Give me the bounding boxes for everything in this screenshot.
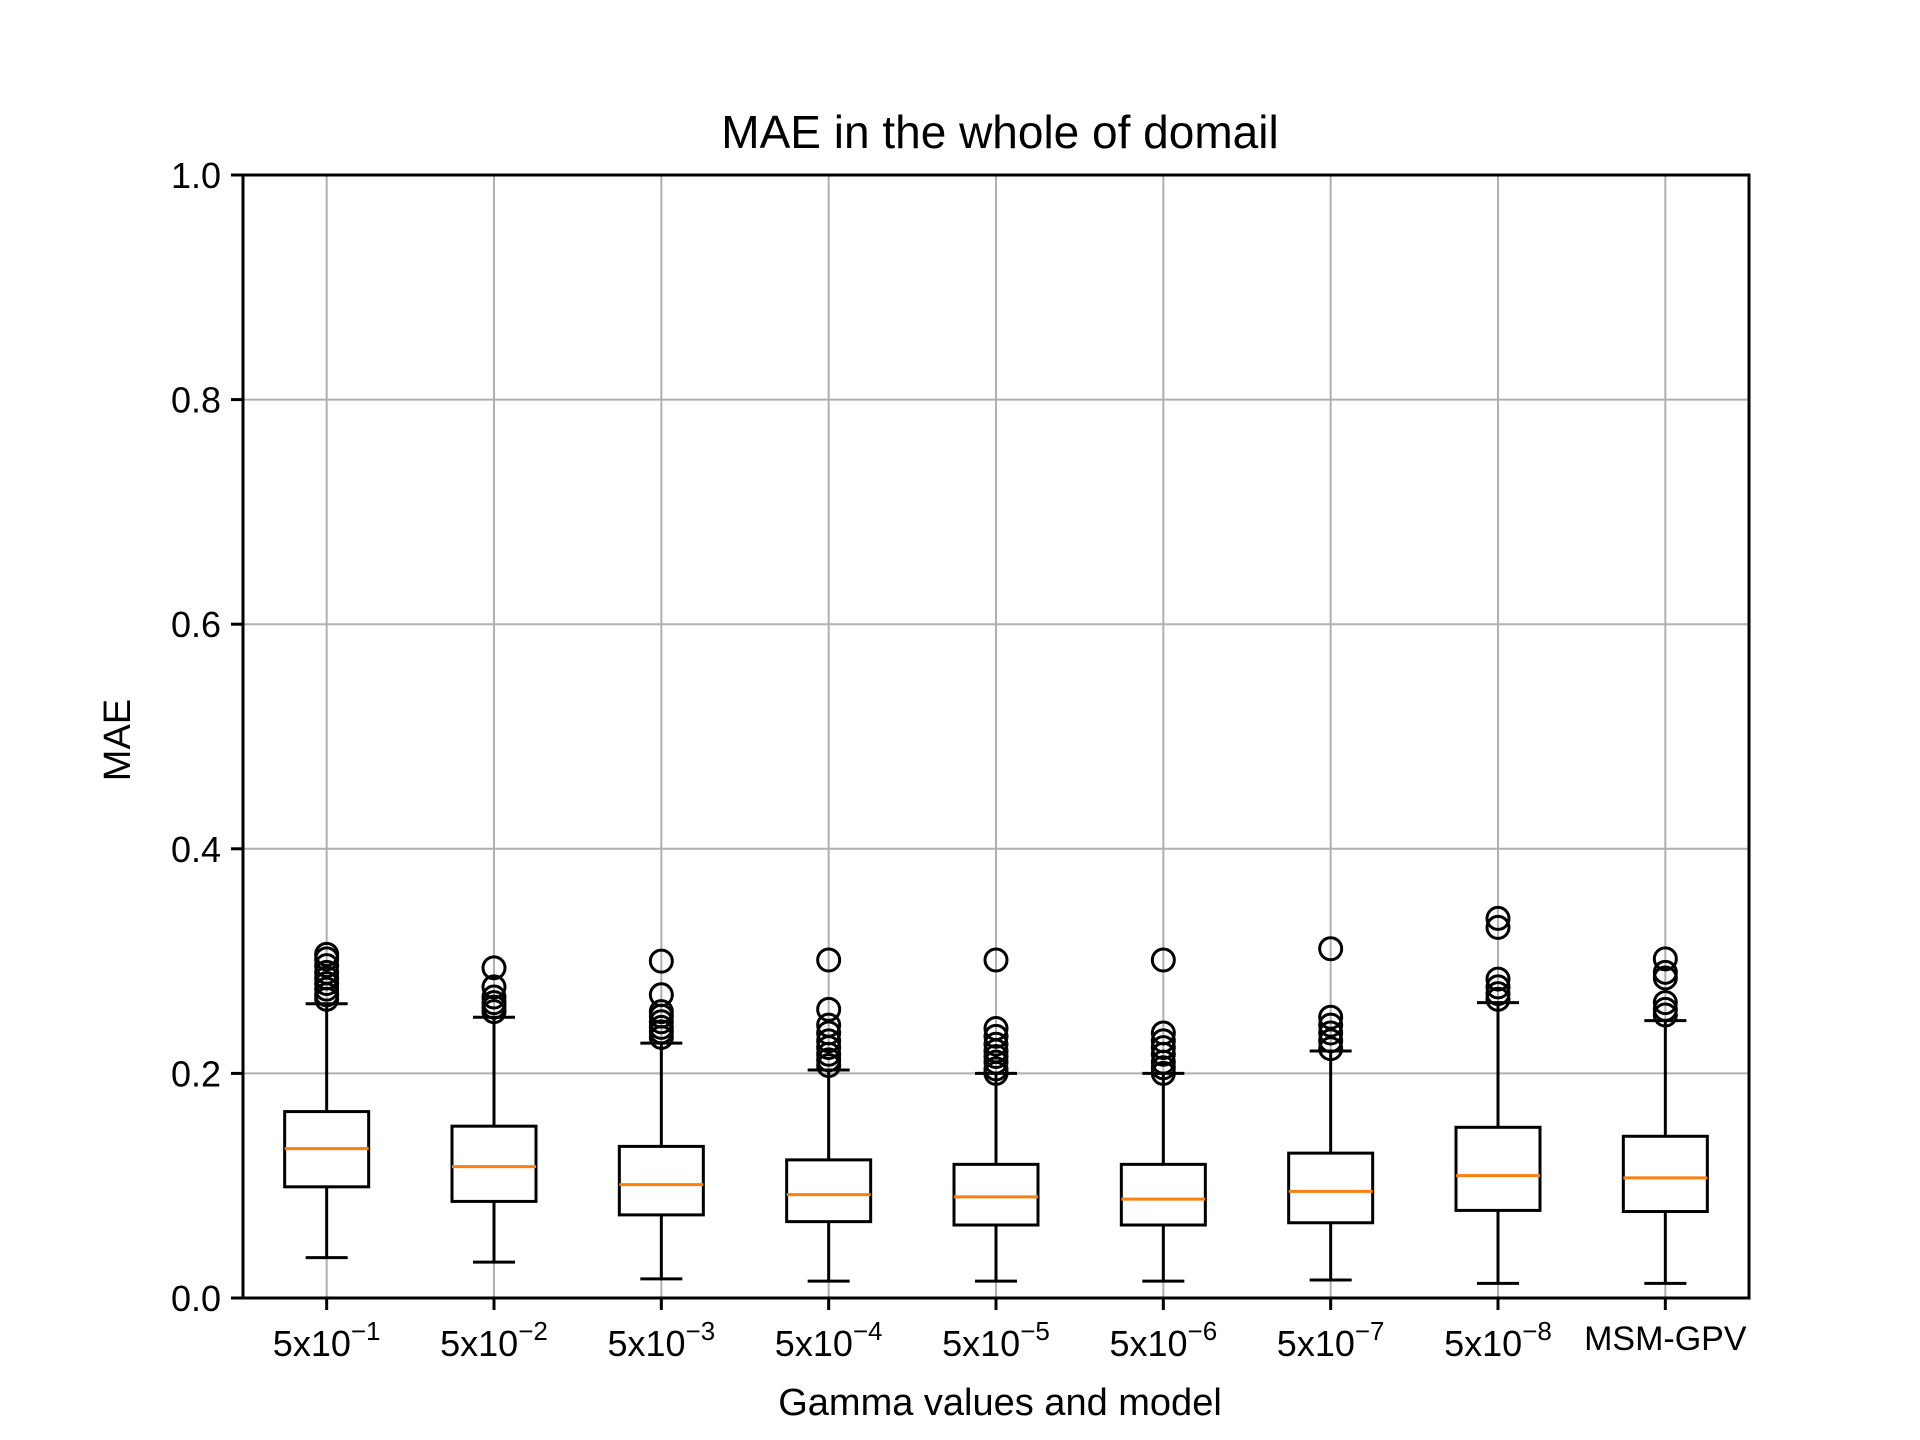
y-tick-label: 0.0 bbox=[171, 1278, 221, 1319]
y-axis-label: MAE bbox=[97, 699, 139, 781]
outlier-point bbox=[648, 999, 674, 1025]
iqr-box bbox=[450, 1124, 538, 1203]
x-tick-label: MSM-GPV bbox=[1584, 1320, 1747, 1358]
outlier-point bbox=[1150, 1035, 1176, 1061]
iqr-box bbox=[617, 1144, 705, 1217]
outlier-point bbox=[1318, 1020, 1344, 1046]
outlier-point bbox=[314, 959, 340, 985]
box-3 bbox=[617, 948, 705, 1281]
outlier-point bbox=[816, 1020, 842, 1046]
iqr-box bbox=[1119, 1162, 1207, 1227]
outlier-point bbox=[314, 941, 340, 967]
outlier-point bbox=[1485, 974, 1511, 1000]
outlier-point bbox=[1150, 947, 1176, 973]
outlier-point bbox=[1652, 996, 1678, 1022]
y-tick-label: 0.4 bbox=[171, 829, 221, 870]
box-9 bbox=[1621, 946, 1709, 1285]
x-tick-label: 5x10−4 bbox=[775, 1316, 883, 1364]
outlier-point bbox=[983, 1031, 1009, 1057]
outlier-point bbox=[1485, 981, 1511, 1007]
outlier-point bbox=[1150, 1020, 1176, 1046]
box-6 bbox=[1119, 947, 1207, 1283]
box-8 bbox=[1454, 905, 1542, 1285]
outlier-point bbox=[1652, 959, 1678, 985]
outlier-point bbox=[1318, 1004, 1344, 1030]
outlier-point bbox=[1318, 1028, 1344, 1054]
boxes-group bbox=[283, 905, 1709, 1285]
box-4 bbox=[785, 947, 873, 1283]
axes-group: 0.0 0.2 0.4 0.6 0.8 1.0 5x10−1 5x10−2 5x10−3 5x10… bbox=[171, 155, 1751, 1364]
x-tick-label: 5x10−1 bbox=[273, 1316, 381, 1364]
outlier-point bbox=[1652, 946, 1678, 972]
x-tick-label: 5x10−3 bbox=[607, 1316, 715, 1364]
outlier-point bbox=[1652, 990, 1678, 1016]
x-axis-label: Gamma values and model bbox=[778, 1382, 1222, 1424]
outlier-point bbox=[314, 953, 340, 979]
y-tick-label: 0.6 bbox=[171, 604, 221, 645]
outlier-point bbox=[816, 947, 842, 973]
iqr-box bbox=[1287, 1151, 1375, 1225]
outlier-point bbox=[1485, 914, 1511, 940]
outlier-point bbox=[1485, 966, 1511, 992]
box-7 bbox=[1287, 936, 1375, 1282]
y-tick-label: 0.8 bbox=[171, 380, 221, 421]
iqr-box bbox=[1454, 1125, 1542, 1212]
x-tick-label: 5x10−6 bbox=[1109, 1316, 1217, 1364]
outlier-point bbox=[983, 1023, 1009, 1049]
outlier-point bbox=[816, 1012, 842, 1038]
x-tick-label: 5x10−8 bbox=[1444, 1316, 1552, 1364]
outlier-point bbox=[1318, 1036, 1344, 1062]
outlier-point bbox=[983, 947, 1009, 973]
outlier-point bbox=[1318, 936, 1344, 962]
iqr-box bbox=[1621, 1134, 1709, 1214]
chart-title: MAE in the whole of domail bbox=[721, 106, 1278, 158]
x-tick-label: 5x10−7 bbox=[1277, 1316, 1385, 1364]
outlier-point bbox=[648, 948, 674, 974]
outlier-point bbox=[1485, 905, 1511, 931]
box-5 bbox=[952, 947, 1040, 1283]
box-2 bbox=[450, 955, 538, 1264]
outlier-point bbox=[648, 982, 674, 1008]
y-tick-label: 0.2 bbox=[171, 1053, 221, 1094]
outlier-point bbox=[983, 1056, 1009, 1082]
y-tick-label: 1.0 bbox=[171, 155, 221, 196]
outlier-point bbox=[816, 1028, 842, 1054]
outlier-point bbox=[1318, 1012, 1344, 1038]
outlier-point bbox=[816, 996, 842, 1022]
outlier-point bbox=[1150, 1028, 1176, 1054]
outlier-point bbox=[481, 984, 507, 1010]
x-tick-label: 5x10−2 bbox=[440, 1316, 548, 1364]
outlier-point bbox=[983, 1015, 1009, 1041]
outlier-point bbox=[481, 974, 507, 1000]
iqr-box bbox=[785, 1158, 873, 1224]
iqr-box bbox=[952, 1162, 1040, 1227]
outlier-point bbox=[481, 955, 507, 981]
box-1 bbox=[283, 941, 371, 1260]
x-tick-label: 5x10−5 bbox=[942, 1316, 1050, 1364]
